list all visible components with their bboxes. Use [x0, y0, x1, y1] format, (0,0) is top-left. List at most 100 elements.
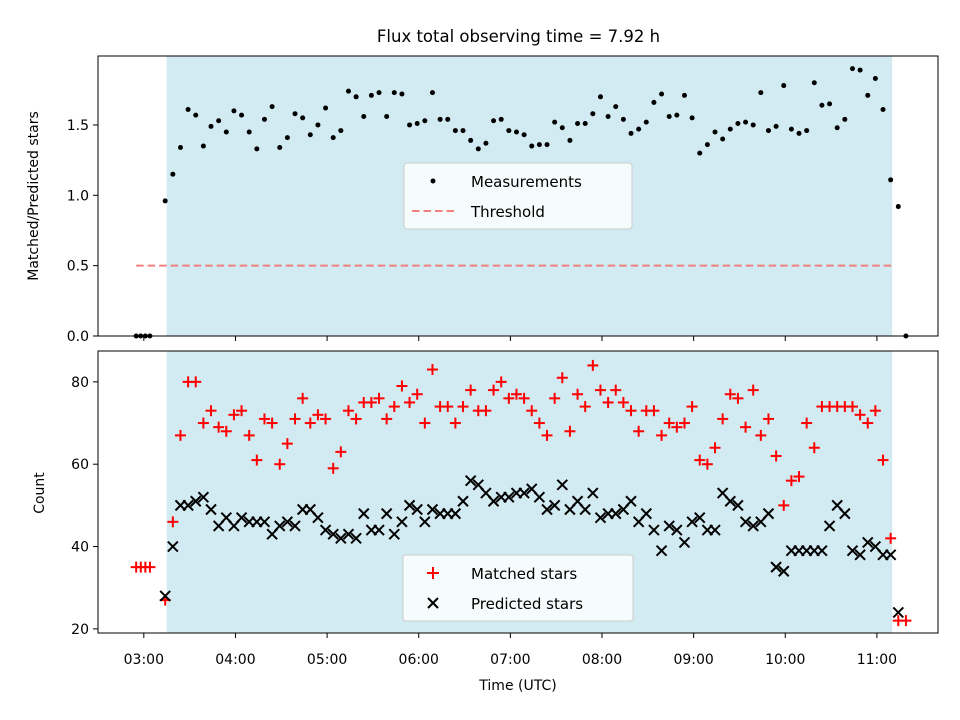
- measurement-point: [422, 118, 428, 124]
- matched-star-point: [785, 475, 797, 487]
- predicted-star-point: [862, 536, 874, 549]
- measurement-point: [445, 116, 451, 122]
- measurement-point: [361, 114, 367, 120]
- measurement-point: [681, 92, 687, 98]
- measurement-point: [498, 116, 504, 122]
- matched-star-point: [762, 413, 774, 425]
- matched-star-point: [480, 405, 492, 417]
- measurement-point: [368, 92, 374, 98]
- predicted-star-point: [884, 549, 897, 561]
- matched-star-point: [572, 388, 584, 400]
- predicted-star-point: [739, 516, 752, 528]
- predicted-star-point: [159, 590, 171, 602]
- y-tick-label: 0.0: [67, 329, 89, 345]
- measurement-point: [193, 112, 199, 118]
- predicted-star-point: [319, 524, 332, 536]
- matched-star-point: [266, 417, 278, 429]
- predicted-star-point: [281, 516, 294, 528]
- measurement-point: [544, 142, 550, 148]
- measurement-point: [582, 121, 588, 127]
- measurement-point: [216, 118, 222, 124]
- measurement-point: [521, 132, 527, 138]
- measurement-point: [506, 128, 512, 134]
- matched-star-point: [365, 396, 377, 408]
- matched-star-point: [205, 405, 217, 417]
- measurement-point: [330, 135, 336, 141]
- matched-star-point: [526, 405, 538, 417]
- measurement-point: [651, 99, 657, 105]
- matched-star-point: [190, 376, 202, 388]
- measurement-point: [277, 144, 283, 150]
- measurement-point: [689, 115, 695, 121]
- measurement-point: [513, 129, 519, 135]
- measurement-point: [208, 123, 214, 129]
- measurement-point: [804, 128, 810, 134]
- measurement-point: [704, 142, 710, 148]
- measurement-point: [659, 91, 665, 97]
- matched-star-point: [243, 429, 255, 441]
- y-tick-label: 1.0: [67, 188, 89, 204]
- measurement-point: [460, 128, 466, 134]
- predicted-star-point: [655, 544, 668, 557]
- measurement-point: [177, 144, 183, 150]
- predicted-star-point: [724, 495, 736, 507]
- matched-star-point: [678, 417, 690, 429]
- ratio-y-axis: 0.0 0.5 1.0 1.5: [67, 118, 98, 345]
- measurement-point: [620, 116, 626, 122]
- measurement-point: [353, 94, 359, 100]
- measurement-point: [575, 121, 581, 127]
- matched-star-point: [465, 384, 477, 396]
- measurement-point: [872, 76, 878, 82]
- measurement-point: [697, 150, 703, 156]
- matched-star-point: [846, 401, 858, 413]
- x-tick-label: 05:00: [307, 652, 347, 668]
- measurement-point: [735, 121, 741, 127]
- legend-matched-marker: [427, 567, 439, 579]
- measurement-point: [269, 104, 275, 110]
- predicted-star-point: [732, 499, 744, 512]
- measurement-point: [223, 129, 229, 135]
- measurement-point: [407, 122, 413, 128]
- measurement-point: [239, 112, 245, 118]
- matched-star-point: [388, 401, 400, 413]
- x-tick-label: 03:00: [124, 652, 164, 668]
- measurement-point: [529, 143, 535, 149]
- matched-star-point: [274, 458, 286, 470]
- matched-star-point: [885, 532, 897, 544]
- predicted-star-point: [762, 507, 775, 520]
- measurement-point: [567, 137, 573, 143]
- predicted-star-point: [663, 520, 675, 532]
- predicted-star-point: [548, 499, 561, 512]
- matched-star-point: [656, 429, 668, 441]
- predicted-star-point: [541, 503, 553, 516]
- matched-star-point: [778, 499, 790, 511]
- matched-star-point: [587, 359, 599, 371]
- matched-star-point: [174, 429, 186, 441]
- predicted-star-point: [648, 524, 660, 536]
- measurement-points: [133, 66, 909, 339]
- measurement-point: [162, 198, 168, 204]
- x-tick-label: 08:00: [582, 652, 622, 668]
- matched-star-point: [625, 405, 637, 417]
- predicted-star-point: [594, 512, 607, 524]
- matched-star-point: [579, 401, 591, 413]
- measurement-point: [674, 112, 680, 118]
- measurement-point: [842, 116, 848, 122]
- measurement-point: [857, 67, 863, 73]
- predicted-star-point: [258, 516, 271, 528]
- matched-star-point: [419, 417, 431, 429]
- y-tick-label: 1.5: [67, 118, 89, 134]
- matched-star-point: [869, 405, 881, 417]
- count-x-axis: 03:00 04:00 05:00 06:00 07:00 08:00 09:00 10:00…: [124, 633, 897, 668]
- measurement-point: [559, 125, 565, 131]
- measurement-point: [284, 135, 290, 141]
- predicted-star-point: [327, 528, 339, 540]
- measurement-point: [765, 128, 771, 134]
- matched-star-point: [342, 405, 354, 417]
- measurement-point: [170, 171, 176, 177]
- predicted-star-point: [694, 512, 706, 524]
- measurement-point: [399, 91, 405, 97]
- measurement-point: [475, 146, 481, 152]
- y-tick-label: 40: [71, 540, 89, 556]
- measurement-point: [590, 111, 596, 117]
